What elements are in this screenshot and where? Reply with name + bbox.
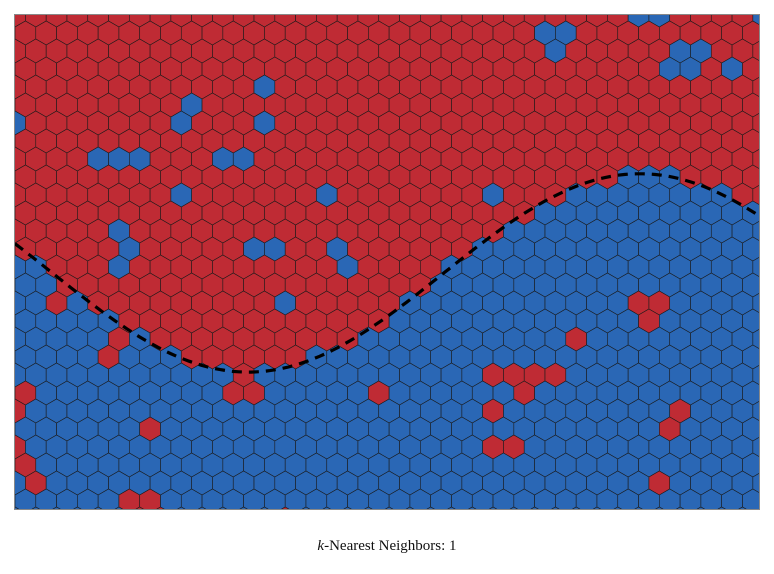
hexbin-plot bbox=[14, 14, 760, 510]
caption-text: -Nearest Neighbors: 1 bbox=[324, 538, 456, 554]
hexbin-svg bbox=[15, 15, 760, 510]
caption: k-Nearest Neighbors: 1 bbox=[14, 538, 760, 555]
figure-container: k-Nearest Neighbors: 1 bbox=[0, 0, 774, 574]
